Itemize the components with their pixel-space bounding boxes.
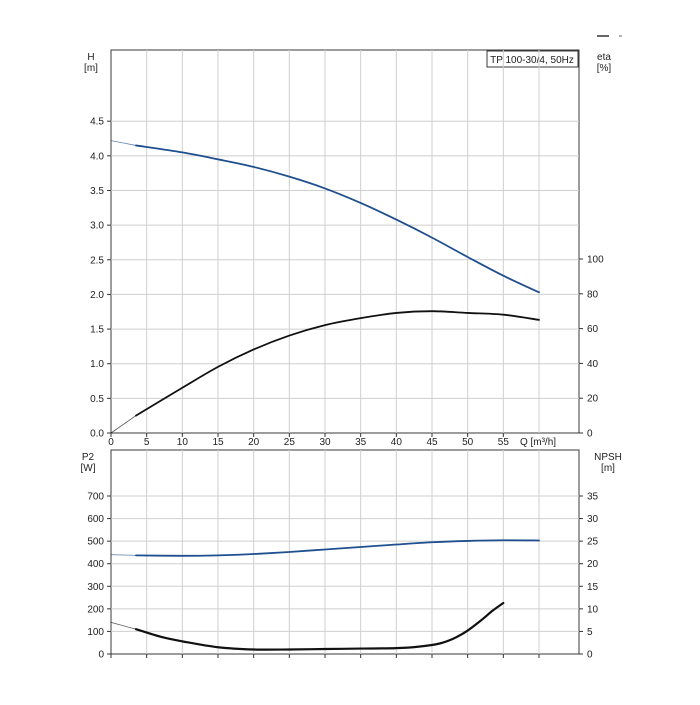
bottom-left-tick-label: 700 <box>87 492 104 503</box>
bottom-right-axis-title: NPSH <box>594 452 622 463</box>
legend-box <box>486 50 579 68</box>
bottom-right-axis-unit: [m] <box>601 463 615 474</box>
top-left-tick-label: 4.5 <box>90 117 104 128</box>
grid-layer <box>111 50 579 654</box>
bottom-series-0-extension <box>110 554 136 556</box>
top-right-tick-label: 0 <box>587 429 593 440</box>
top-left-tick-label: 4.0 <box>90 151 104 162</box>
series-layer <box>110 140 540 651</box>
bottom-left-tick-label: 600 <box>87 514 104 525</box>
top-x-tick-label: 10 <box>177 437 189 448</box>
bottom-series-1-extension <box>110 622 137 630</box>
bottom-left-tick-label: 400 <box>87 559 104 570</box>
top-right-tick-label: 100 <box>587 255 604 266</box>
top-right-tick-label: 80 <box>587 289 599 300</box>
top-x-tick-label: 0 <box>108 437 114 448</box>
top-x-tick-label: 15 <box>212 437 224 448</box>
bottom-right-tick-label: 25 <box>587 537 599 548</box>
tick-layer: 0.0 0.5 1.0 1.5 2.0 2.5 3.0 3.5 4.0 4.5 0 20 40 60 80 1… <box>87 117 604 661</box>
top-left-tick-label: 2.5 <box>90 255 104 266</box>
top-right-tick-label: 20 <box>587 394 599 405</box>
bottom-plot-frame <box>110 449 580 655</box>
top-right-axis-unit: [%] <box>597 63 612 74</box>
bottom-right-tick-label: 30 <box>587 514 599 525</box>
bottom-left-axis-title: P2 <box>82 452 95 463</box>
top-right-tick-label: 60 <box>587 324 599 335</box>
top-right-axis-title: eta <box>597 52 611 63</box>
top-x-tick-label: 40 <box>391 437 403 448</box>
bottom-right-tick-label: 5 <box>587 627 593 638</box>
bottom-right-tick-label: 0 <box>587 650 593 661</box>
top-left-tick-label: 1.5 <box>90 325 104 336</box>
legend-label: TP 100-30/4, 50Hz <box>490 55 574 66</box>
bottom-left-tick-label: 100 <box>87 627 104 638</box>
top-left-axis-title: H <box>87 52 94 63</box>
bottom-right-tick-label: 20 <box>587 559 599 570</box>
bottom-left-tick-label: 0 <box>98 650 104 661</box>
top-right-tick-label: 40 <box>587 359 599 370</box>
top-series-1-extension <box>110 415 137 434</box>
top-left-tick-label: 0.5 <box>90 394 104 405</box>
bottom-left-axis-unit: [W] <box>81 463 96 474</box>
top-x-tick-label: 30 <box>319 437 331 448</box>
bottom-left-tick-label: 300 <box>87 582 104 593</box>
bottom-series-0-curve <box>135 539 540 557</box>
top-left-axis-unit: [m] <box>84 63 98 74</box>
bottom-series-1-curve <box>134 601 505 651</box>
top-left-tick-label: 3.5 <box>90 186 104 197</box>
top-plot-frame <box>110 49 580 434</box>
top-x-tick-label: 55 <box>498 437 510 448</box>
top-series-0-extension <box>110 140 137 146</box>
top-series-1-curve <box>135 310 540 417</box>
top-x-tick-label: 45 <box>426 437 438 448</box>
top-x-tick-label: 20 <box>248 437 260 448</box>
top-x-axis-label: Q [m³/h] <box>520 437 556 448</box>
top-left-tick-label: 3.0 <box>90 221 104 232</box>
top-x-tick-label: 50 <box>462 437 474 448</box>
top-left-tick-label: 1.0 <box>90 359 104 370</box>
top-series-0-curve <box>135 144 540 294</box>
top-x-tick-label: 25 <box>284 437 296 448</box>
top-x-tick-label: 35 <box>355 437 367 448</box>
bottom-left-tick-label: 200 <box>87 604 104 615</box>
top-left-tick-label: 0.0 <box>90 429 104 440</box>
bottom-right-tick-label: 35 <box>587 492 599 503</box>
top-x-tick-label: 5 <box>144 437 150 448</box>
top-left-tick-label: 2.0 <box>90 290 104 301</box>
bottom-right-tick-label: 15 <box>587 582 599 593</box>
bottom-right-tick-label: 10 <box>587 604 599 615</box>
bottom-left-tick-label: 500 <box>87 537 104 548</box>
